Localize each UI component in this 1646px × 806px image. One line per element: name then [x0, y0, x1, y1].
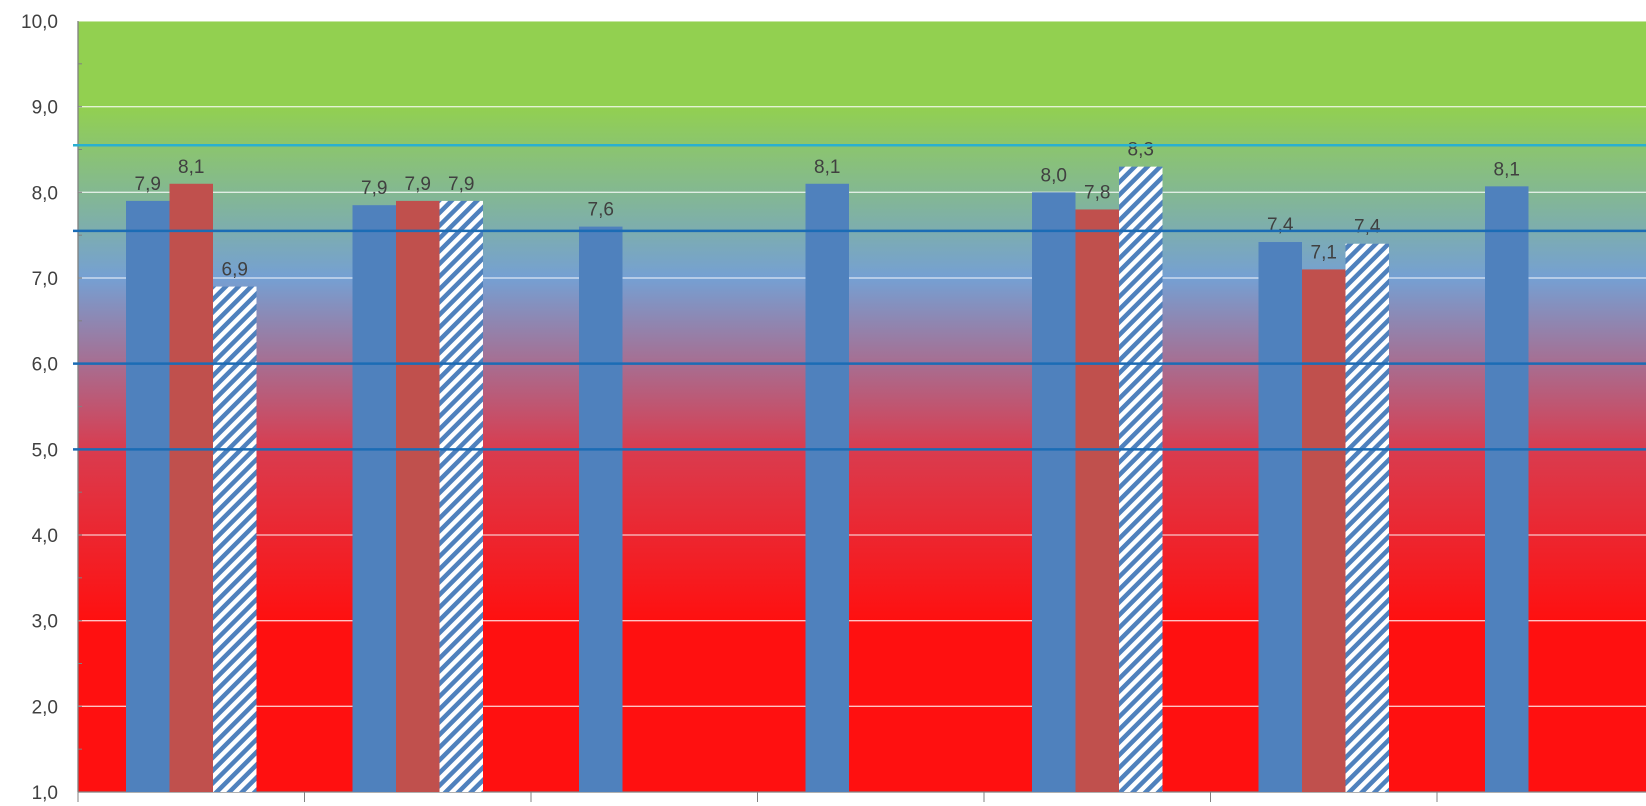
plot-background [78, 21, 1646, 792]
data-label: 7,9 [361, 178, 387, 199]
y-tick-label: 3,0 [32, 612, 58, 633]
data-label: 7,9 [135, 174, 161, 195]
bar [579, 226, 623, 793]
data-label: 7,1 [1311, 242, 1337, 263]
data-label: 7,6 [588, 200, 614, 221]
bar [396, 200, 440, 792]
data-label: 7,4 [1267, 215, 1294, 236]
bar [352, 205, 396, 792]
bar [1075, 209, 1119, 792]
y-tick-label: 8,0 [32, 183, 58, 204]
bar [1032, 192, 1076, 793]
bar [1485, 186, 1529, 792]
data-label: 7,4 [1354, 217, 1381, 238]
data-label: 6,9 [222, 260, 248, 281]
data-label: 8,1 [1494, 159, 1520, 180]
y-tick-label: 6,0 [32, 355, 58, 376]
bar [1119, 166, 1163, 793]
data-label: 8,1 [814, 157, 840, 178]
data-label: 8,3 [1128, 140, 1154, 161]
bar [805, 183, 849, 792]
bar [213, 286, 257, 792]
y-tick-label: 1,0 [32, 783, 58, 804]
bar [439, 200, 483, 792]
bar [169, 183, 213, 792]
bar [1345, 243, 1389, 792]
data-label: 8,0 [1041, 165, 1067, 186]
data-label: 7,8 [1084, 182, 1110, 203]
y-tick-label: 9,0 [32, 98, 58, 119]
data-label: 7,9 [405, 174, 431, 195]
y-tick-label: 7,0 [32, 269, 58, 290]
bar [1302, 269, 1346, 792]
y-tick-label: 10,0 [21, 12, 58, 33]
bar [126, 200, 170, 792]
y-tick-label: 4,0 [32, 526, 58, 547]
bar [1258, 242, 1302, 792]
data-label: 8,1 [178, 157, 204, 178]
y-tick-label: 2,0 [32, 697, 58, 718]
data-label: 7,9 [448, 174, 474, 195]
y-tick-label: 5,0 [32, 440, 58, 461]
